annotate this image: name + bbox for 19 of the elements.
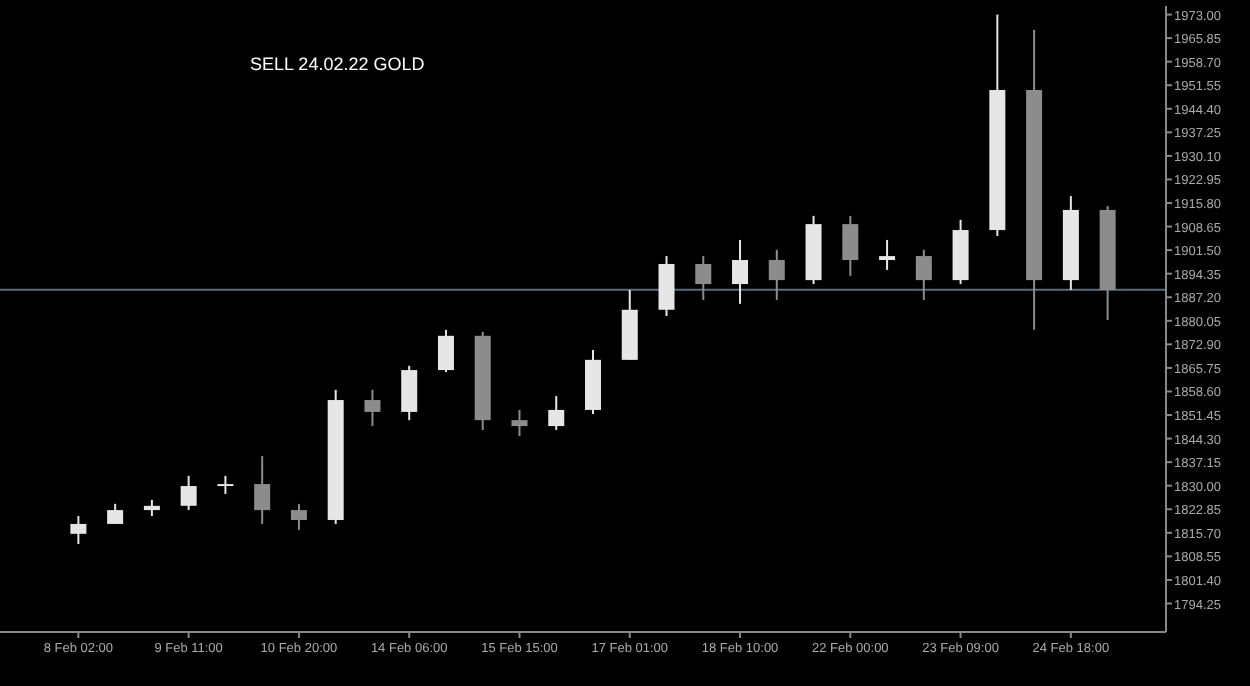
candlestick bbox=[107, 502, 124, 525]
candlestick bbox=[879, 238, 896, 271]
candlestick bbox=[217, 474, 234, 495]
candlestick bbox=[70, 515, 87, 546]
candlestick bbox=[180, 474, 197, 512]
text: SELL 24.02.22 GOLD bbox=[250, 54, 426, 74]
candlestick bbox=[915, 248, 932, 301]
candlestick bbox=[290, 502, 307, 531]
candlestick bbox=[658, 255, 675, 318]
candlestick bbox=[254, 455, 271, 525]
candlestick bbox=[364, 388, 381, 428]
candlestick bbox=[842, 214, 859, 277]
candlestick bbox=[768, 248, 785, 301]
candlestick bbox=[437, 328, 454, 374]
candlestick bbox=[548, 395, 565, 432]
candlestick bbox=[511, 408, 528, 437]
candlestick bbox=[732, 238, 749, 305]
candlestick bbox=[401, 364, 418, 422]
candlestick bbox=[695, 255, 712, 301]
